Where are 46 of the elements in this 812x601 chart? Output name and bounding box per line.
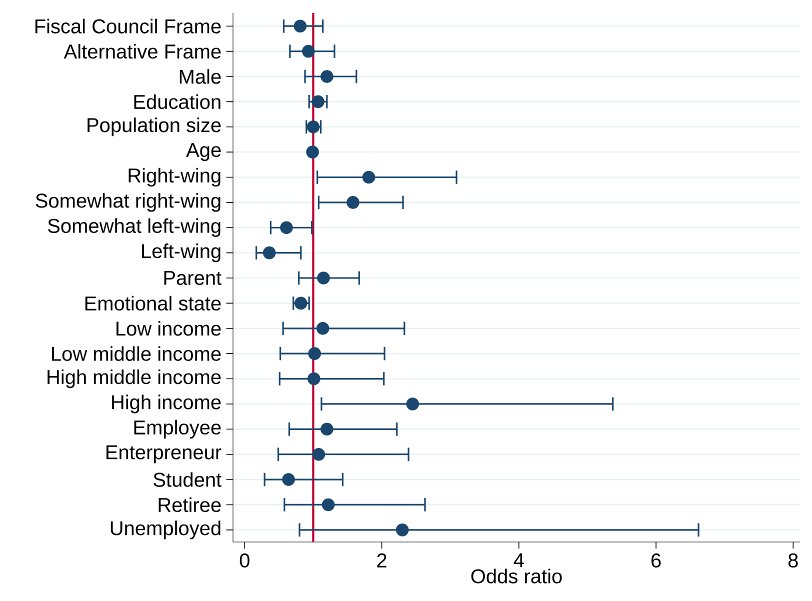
point [308,372,320,386]
y-tick-label: Population size [88,118,221,136]
point [320,422,334,436]
point [362,170,376,184]
point [280,221,293,234]
point [294,20,307,33]
point [302,44,315,58]
point [406,398,420,410]
y-tick-label: Unemployed [110,520,220,540]
point [306,146,319,158]
y-tick-label: Employee [134,420,221,438]
y-tick-label: Somewhat left-wing [48,218,220,237]
x-tick-label: 8 [788,553,798,568]
x-tick-label: 6 [651,553,661,568]
y-tick-label: Male [180,69,221,84]
point [322,498,335,512]
y-tick-label: High middle income [48,369,221,388]
point [312,95,324,108]
y-tick-label: Fiscal Council Frame [35,18,221,34]
point [396,524,409,536]
point [320,70,334,83]
y-tick-label: Low income [116,321,221,336]
point [316,322,330,335]
y-tick-label: Emotional state [85,296,221,311]
x-axis-title: Odds ratio [471,568,562,584]
point [312,448,326,461]
y-tick-label: Age [186,143,221,161]
point [262,246,276,260]
y-tick-label: Somewhat right-wing [36,193,220,212]
x-tick-label: 2 [377,553,386,568]
y-tick-label: Alternative Frame [64,44,221,59]
y-tick-label: Right-wing [128,168,220,187]
x-tick-label: 0 [240,553,250,568]
point [346,196,360,209]
point [308,347,321,360]
x-tick-label: 4 [514,553,524,568]
y-tick-label: Left-wing [142,244,220,262]
y-tick-label: Education [134,94,220,110]
y-tick-label: Low middle income [52,346,221,361]
point [282,473,295,486]
y-tick-label: High income [112,394,221,414]
y-tick-label: Student [154,472,222,487]
y-tick-label: Retiree [158,497,221,512]
y-tick-label: Enterpreneur [106,445,222,464]
point [317,272,330,284]
y-tick-label: Parent [164,271,222,285]
